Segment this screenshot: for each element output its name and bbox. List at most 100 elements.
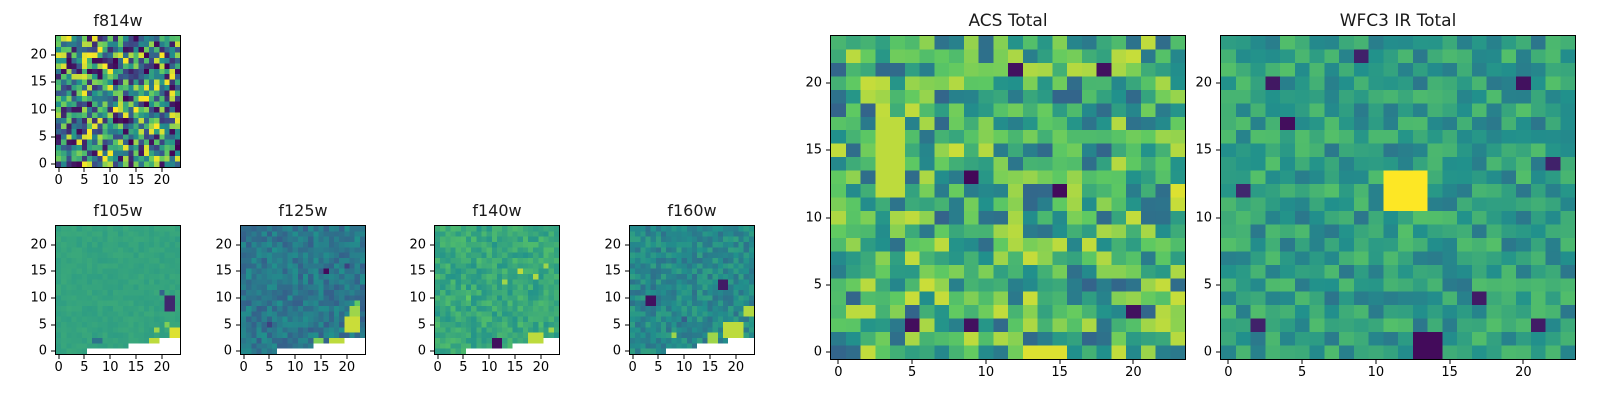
panel-title-f105w: f105w: [93, 201, 143, 220]
y-tick-label: 0: [1203, 344, 1212, 360]
heatmap-f105w: f105w 0 5 10 15 20 0 5 10 15 20: [30, 201, 181, 374]
y-tick-mark: [826, 284, 831, 286]
heatmap-wfc3-ir-total: WFC3 IR Total 0 5 10 15 20 0 5 10 15 20: [1195, 11, 1576, 379]
x-tick-label: 0: [54, 360, 63, 375]
x-tick-label: 0: [834, 365, 843, 380]
x-tick-label: 10: [480, 360, 498, 375]
x-tick-mark: [161, 167, 163, 172]
y-tick-label: 5: [813, 277, 822, 293]
y-tick-label: 20: [30, 47, 47, 63]
panel-title-f125w: f125w: [278, 201, 328, 220]
x-tick-label: 15: [127, 360, 145, 375]
x-tick-mark: [683, 354, 685, 359]
y-tick-mark: [1216, 351, 1221, 353]
y-tick-mark: [236, 244, 241, 246]
y-tick-label: 0: [223, 343, 232, 359]
x-tick-label: 15: [1441, 365, 1458, 380]
x-tick-mark: [109, 167, 111, 172]
y-tick-mark: [625, 350, 630, 352]
x-tick-mark: [135, 354, 137, 359]
heatmap-canvas-f814w: [56, 36, 180, 167]
y-tick-mark: [826, 82, 831, 84]
x-tick-label: 20: [153, 360, 171, 375]
y-tick-mark: [236, 297, 241, 299]
x-tick-label: 0: [628, 360, 637, 375]
x-tick-label: 20: [153, 173, 171, 188]
y-tick-label: 15: [805, 142, 822, 158]
y-tick-mark: [625, 244, 630, 246]
x-tick-label: 20: [1125, 365, 1142, 380]
y-tick-mark: [430, 270, 435, 272]
y-tick-label: 5: [223, 317, 232, 333]
y-tick-mark: [1216, 149, 1221, 151]
x-tick-mark: [58, 167, 60, 172]
x-tick-mark: [462, 354, 464, 359]
x-tick-mark: [243, 354, 245, 359]
x-tick-mark: [1375, 359, 1377, 364]
y-tick-mark: [826, 351, 831, 353]
x-tick-label: 10: [101, 360, 119, 375]
x-tick-mark: [268, 354, 270, 359]
x-tick-label: 10: [1367, 365, 1385, 380]
y-tick-mark: [430, 324, 435, 326]
panel-title-f160w: f160w: [667, 201, 717, 220]
heatmap-f140w: f140w 0 5 10 15 20 0 5 10 15 20: [409, 201, 560, 374]
x-tick-label: 5: [654, 360, 663, 375]
y-tick-mark: [236, 324, 241, 326]
y-tick-label: 10: [215, 290, 232, 306]
y-tick-label: 5: [612, 317, 621, 333]
x-tick-mark: [1301, 359, 1303, 364]
y-tick-label: 0: [612, 343, 621, 359]
y-tick-label: 20: [30, 237, 47, 253]
y-tick-mark: [51, 297, 56, 299]
x-tick-mark: [1522, 359, 1524, 364]
y-tick-mark: [51, 163, 56, 165]
x-tick-label: 5: [1297, 365, 1307, 380]
x-tick-mark: [735, 354, 737, 359]
heatmap-acs-total: ACS Total 0 5 10 15 20 0 5 10 15 20: [805, 11, 1186, 379]
x-tick-mark: [83, 354, 85, 359]
x-tick-label: 5: [459, 360, 468, 375]
y-tick-label: 20: [604, 237, 621, 253]
x-tick-label: 15: [506, 360, 524, 375]
y-tick-mark: [430, 244, 435, 246]
x-tick-label: 10: [286, 360, 304, 375]
x-tick-mark: [320, 354, 322, 359]
heatmap-canvas-f125w: [241, 226, 365, 354]
y-tick-label: 20: [805, 75, 822, 91]
x-tick-mark: [1132, 359, 1134, 364]
x-tick-mark: [709, 354, 711, 359]
heatmap-f125w: f125w 0 5 10 15 20 0 5 10 15 20: [215, 201, 366, 374]
y-tick-label: 5: [1203, 277, 1212, 293]
x-tick-mark: [83, 167, 85, 172]
x-tick-mark: [837, 359, 839, 364]
x-tick-mark: [135, 167, 137, 172]
x-tick-mark: [437, 354, 439, 359]
y-tick-label: 10: [30, 102, 47, 118]
x-tick-label: 10: [101, 173, 119, 188]
x-tick-label: 5: [265, 360, 274, 375]
x-tick-label: 15: [312, 360, 330, 375]
y-tick-label: 15: [1195, 142, 1212, 158]
heatmap-f160w: f160w 0 5 10 15 20 0 5 10 15 20: [604, 201, 755, 374]
y-tick-label: 10: [409, 290, 426, 306]
y-tick-mark: [826, 217, 831, 219]
x-tick-mark: [1059, 359, 1061, 364]
x-tick-mark: [540, 354, 542, 359]
y-tick-mark: [51, 109, 56, 111]
y-tick-mark: [430, 350, 435, 352]
x-tick-label: 0: [54, 173, 63, 188]
y-tick-label: 5: [417, 317, 426, 333]
heatmap-canvas-acs-total: [831, 36, 1185, 359]
y-tick-mark: [51, 54, 56, 56]
x-tick-label: 5: [80, 173, 89, 188]
heatmap-canvas-f160w: [630, 226, 754, 354]
x-tick-label: 20: [727, 360, 745, 375]
y-tick-mark: [826, 149, 831, 151]
x-tick-label: 15: [701, 360, 719, 375]
y-tick-label: 15: [604, 263, 621, 279]
x-tick-mark: [985, 359, 987, 364]
x-tick-label: 10: [675, 360, 693, 375]
panel-title-wfc3-ir-total: WFC3 IR Total: [1339, 11, 1457, 31]
